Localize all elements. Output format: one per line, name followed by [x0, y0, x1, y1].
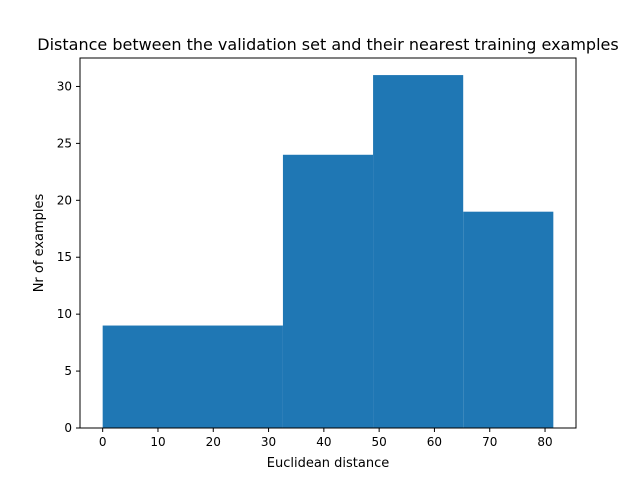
- x-tick-label: 10: [150, 435, 165, 449]
- y-axis-ticks: 0 5 10 15 20 25 30: [57, 79, 80, 435]
- histogram-bar-3: [373, 75, 464, 429]
- x-tick-label: 20: [206, 435, 221, 449]
- x-tick-label: 0: [99, 435, 107, 449]
- x-axis-ticks: 0 10 20 30 40 50 60 70 80: [99, 428, 553, 449]
- chart-title: Distance between the validation set and …: [37, 35, 618, 54]
- y-tick-label: 30: [57, 79, 72, 93]
- x-tick-label: 40: [316, 435, 331, 449]
- y-axis-label: Nr of examples: [32, 193, 47, 292]
- x-tick-label: 50: [372, 435, 387, 449]
- y-tick-label: 10: [57, 307, 72, 321]
- y-tick-label: 25: [57, 136, 72, 150]
- x-tick-label: 30: [261, 435, 276, 449]
- histogram-bar-4: [463, 211, 554, 428]
- x-tick-label: 80: [537, 435, 552, 449]
- x-tick-label: 70: [482, 435, 497, 449]
- y-tick-label: 15: [57, 250, 72, 264]
- plot-frame: [79, 57, 577, 429]
- histogram-bar-2: [282, 154, 374, 428]
- histogram-bar-1: [102, 325, 283, 428]
- y-tick-label: 20: [57, 193, 72, 207]
- bars-group: [102, 75, 554, 429]
- y-tick-label: 5: [64, 364, 72, 378]
- y-tick-label: 0: [64, 421, 72, 435]
- x-axis-label: Euclidean distance: [267, 456, 390, 471]
- x-tick-label: 60: [427, 435, 442, 449]
